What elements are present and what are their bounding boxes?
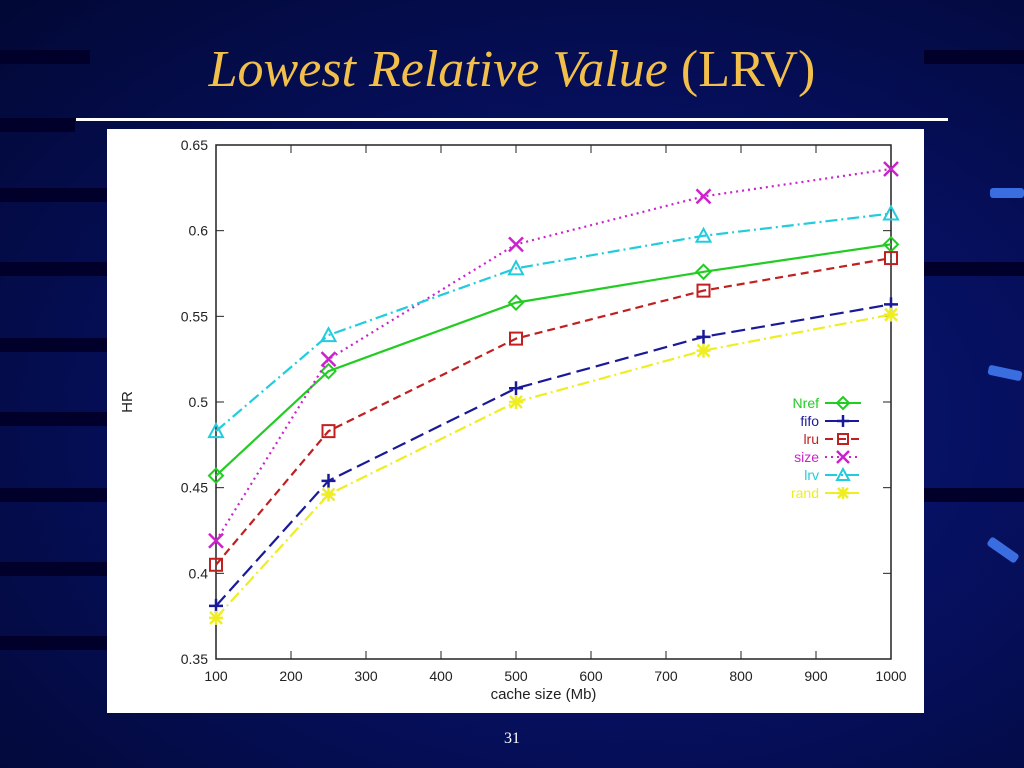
data-point-rand: [696, 343, 711, 358]
legend-label-lru: lru: [803, 431, 819, 447]
legend-label-lrv: lrv: [804, 467, 819, 483]
legend-label-nref: Nref: [793, 395, 820, 411]
data-point-rand: [321, 487, 336, 502]
data-point-fifo: [209, 598, 223, 613]
data-point-size: [508, 236, 524, 253]
slide-title: Lowest Relative Value (LRV): [0, 38, 1024, 102]
legend: Nref fifo lru size lrv rand: [791, 395, 861, 501]
data-point-rand: [209, 610, 223, 625]
x-tick-label: 500: [504, 668, 528, 684]
data-point-nref: [207, 467, 225, 485]
background-stripe: [0, 262, 107, 276]
data-point-lru: [509, 331, 523, 346]
legend-marker-lrv: [835, 466, 851, 481]
x-axis-label: cache size (Mb): [491, 686, 597, 703]
data-point-fifo: [696, 329, 711, 344]
y-axis-label: HR: [119, 391, 136, 413]
background-stripe: [0, 412, 107, 426]
plot-frame: [215, 144, 892, 660]
legend-label-size: size: [794, 449, 819, 465]
y-tick-label: 0.55: [181, 308, 208, 324]
legend-label-rand: rand: [791, 485, 819, 501]
hit-ratio-chart: 0.35 0.4 0.45 0.5 0.55 0.6 0.65 100 200 300 400 50…: [119, 137, 907, 703]
background-stripe: [0, 488, 107, 502]
x-tick-label: 300: [354, 668, 378, 684]
y-tick-label: 0.65: [181, 137, 208, 153]
background-stripe: [0, 118, 75, 132]
data-point-size: [883, 161, 899, 177]
series-layer: [207, 161, 900, 625]
series-rand: [209, 307, 898, 625]
data-point-lrv: [319, 326, 338, 343]
data-point-lru: [696, 283, 711, 298]
series-size: [208, 161, 899, 549]
y-tick-label: 0.5: [189, 394, 209, 410]
y-tick-label: 0.6: [189, 223, 209, 239]
legend-marker-rand: [837, 487, 849, 499]
data-point-lru: [321, 424, 336, 439]
decorative-shape: [986, 536, 1020, 564]
x-axis-ticks: 100 200 300 400 500 600 700 800 900 1000: [204, 145, 907, 684]
slide-title-italic: Lowest Relative Value: [208, 41, 668, 98]
data-point-rand: [884, 307, 898, 322]
y-axis-ticks: 0.35 0.4 0.45 0.5 0.55 0.6 0.65: [181, 137, 891, 667]
series-lrv: [207, 204, 900, 439]
data-point-fifo: [509, 381, 523, 396]
background-stripe: [924, 488, 1024, 502]
legend-marker-size: [836, 450, 850, 464]
background-stripe: [0, 562, 107, 576]
data-point-lrv: [507, 259, 525, 276]
background-stripe: [0, 50, 90, 64]
x-tick-label: 800: [729, 668, 753, 684]
slide-title-plain: (LRV): [680, 41, 816, 98]
background-stripe: [924, 50, 1024, 64]
series-line-fifo: [215, 303, 892, 607]
background-stripe: [924, 262, 1024, 276]
title-underline: [76, 118, 948, 121]
chart-panel: 0.35 0.4 0.45 0.5 0.55 0.6 0.65 100 200 300 400 50…: [107, 129, 924, 713]
series-line-rand: [215, 313, 892, 619]
data-point-nref: [695, 263, 712, 281]
background-stripe: [0, 188, 107, 202]
x-tick-label: 200: [279, 668, 303, 684]
x-tick-label: 1000: [875, 668, 906, 684]
legend-label-fifo: fifo: [800, 413, 819, 429]
x-tick-label: 100: [204, 668, 228, 684]
data-point-nref: [320, 362, 337, 380]
background-stripe: [0, 636, 107, 650]
series-lru: [209, 251, 898, 572]
legend-marker-lru: [837, 433, 849, 445]
decorative-shape: [987, 364, 1023, 382]
background-stripe: [0, 338, 107, 352]
y-tick-label: 0.4: [189, 565, 209, 581]
x-tick-label: 400: [429, 668, 453, 684]
legend-marker-nref: [835, 395, 851, 411]
y-tick-label: 0.35: [181, 651, 208, 667]
x-tick-label: 900: [804, 668, 828, 684]
data-point-lrv: [882, 204, 900, 221]
data-point-nref: [507, 294, 525, 312]
data-point-lrv: [207, 422, 225, 439]
data-point-lru: [209, 557, 223, 572]
data-point-size: [320, 351, 337, 368]
y-tick-label: 0.45: [181, 480, 208, 496]
data-point-fifo: [321, 473, 336, 488]
x-tick-label: 600: [579, 668, 603, 684]
data-point-size: [208, 532, 224, 549]
series-line-lrv: [215, 212, 892, 432]
legend-marker-fifo: [837, 415, 849, 427]
decorative-shape: [990, 188, 1024, 198]
page-number: 31: [504, 730, 520, 747]
series-line-nref: [215, 243, 892, 477]
series-line-lru: [215, 256, 892, 566]
data-point-size: [695, 188, 712, 205]
data-point-lrv: [694, 226, 713, 243]
x-tick-label: 700: [654, 668, 678, 684]
data-point-rand: [509, 395, 523, 409]
data-point-lru: [884, 251, 898, 266]
